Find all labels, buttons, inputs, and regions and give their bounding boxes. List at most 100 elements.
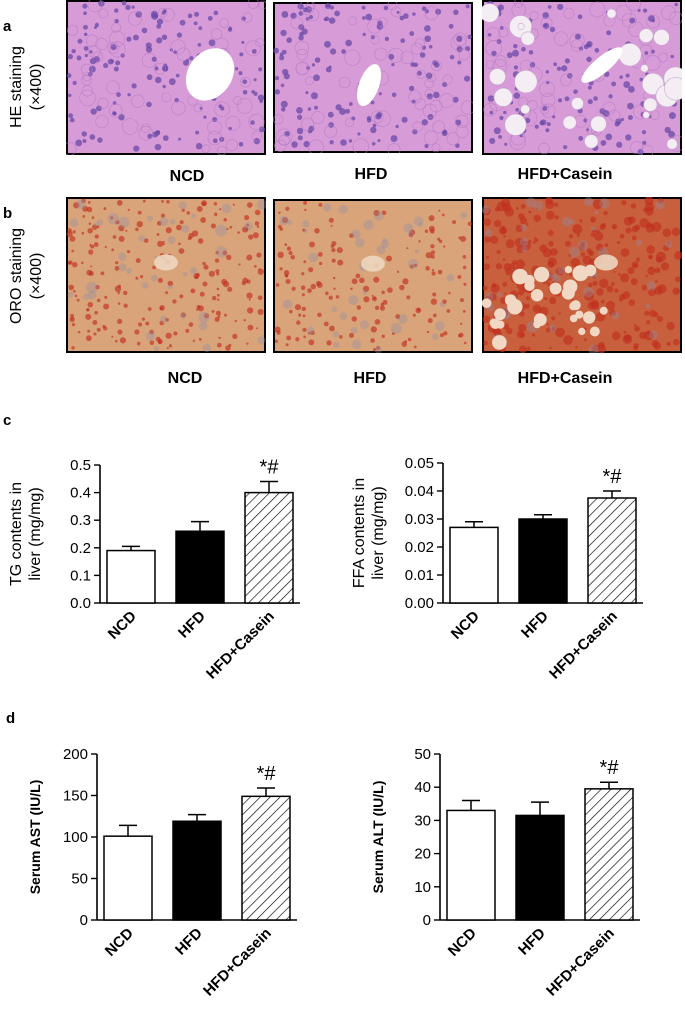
oro-nucleus xyxy=(118,263,127,272)
he-lipid-vacuole xyxy=(514,69,538,94)
he-cell-outline xyxy=(219,18,230,28)
bar-ncd xyxy=(446,809,496,921)
he-cell-outline xyxy=(207,130,223,146)
oro-lipid-droplet xyxy=(136,220,143,228)
he-cell-outline xyxy=(661,5,676,21)
oro-nucleus xyxy=(460,212,468,219)
he-nucleus xyxy=(145,46,153,53)
oro-lipid-droplet xyxy=(617,273,621,276)
oro-lipid-droplet xyxy=(525,223,529,226)
he-nucleus xyxy=(98,0,105,7)
he-cell-outline xyxy=(324,124,338,138)
he-cell-outline xyxy=(92,51,104,63)
he-nucleus xyxy=(428,45,433,49)
oro-nucleus xyxy=(439,301,446,308)
oro-lipid-droplet xyxy=(646,320,651,325)
he-nucleus xyxy=(366,116,372,121)
oro-lipid-droplet xyxy=(432,292,437,297)
oro-tissue-background xyxy=(66,197,266,353)
oro-lipid-droplet xyxy=(482,285,488,291)
oro-lipid-droplet xyxy=(137,210,142,215)
oro-nucleus xyxy=(374,346,383,353)
oro-lipid-droplet xyxy=(200,217,206,223)
oro-lipid-droplet xyxy=(356,305,362,310)
he-cell-outline xyxy=(108,30,126,47)
he-cell-outline xyxy=(98,8,109,19)
he-nucleus xyxy=(668,112,676,120)
oro-lipid-droplet xyxy=(149,329,154,335)
oro-lipid-droplet xyxy=(188,322,194,327)
he-cell-outline xyxy=(138,126,154,141)
significance-annotation: *# xyxy=(257,763,277,785)
oro-lipid-droplet xyxy=(592,280,598,286)
oro-lipid-droplet xyxy=(458,332,464,338)
oro-lipid-droplet xyxy=(625,227,632,234)
he-nucleus xyxy=(175,73,180,78)
he-cell-outline xyxy=(242,12,253,23)
he-nucleus xyxy=(419,52,426,58)
oro-lipid-droplet xyxy=(635,257,641,262)
oro-nucleus xyxy=(414,249,419,254)
he-nucleus xyxy=(286,37,292,43)
oro-lipid-droplet xyxy=(87,228,93,234)
oro-lipid-droplet xyxy=(555,267,565,276)
he-nucleus xyxy=(162,84,166,89)
he-cell-outline xyxy=(570,39,584,52)
oro-lipid-droplet xyxy=(159,320,164,326)
oro-lipid-droplet xyxy=(73,202,80,209)
he-central-vein xyxy=(185,48,235,101)
oro-lipid-droplet xyxy=(136,341,141,346)
he-lipid-vacuole xyxy=(638,28,654,43)
oro-nucleus xyxy=(339,312,348,320)
oro-lipid-droplet xyxy=(437,237,441,241)
oro-lipid-droplet xyxy=(328,295,333,300)
y-tick-label: 0.0 xyxy=(70,595,91,612)
oro-caption-ncd: NCD xyxy=(167,370,203,387)
oro-vessel xyxy=(361,255,385,272)
oro-nucleus xyxy=(107,213,119,225)
he-nucleus xyxy=(329,5,335,10)
he-cell-outline xyxy=(646,14,660,29)
he-nucleus xyxy=(625,73,630,78)
oro-lipid-droplet xyxy=(117,291,121,295)
he-nucleus xyxy=(125,4,131,11)
he-cell-outline xyxy=(640,144,654,155)
he-nucleus xyxy=(599,108,606,115)
he-nucleus xyxy=(251,49,257,54)
he-nucleus xyxy=(303,140,310,148)
oro-nucleus xyxy=(96,219,104,226)
oro-nucleus xyxy=(519,237,529,247)
he-nucleus xyxy=(274,89,281,95)
oro-lipid-droplet xyxy=(603,210,608,216)
he-nucleus xyxy=(324,16,330,22)
oro-lipid-droplet xyxy=(672,287,680,295)
he-nucleus xyxy=(600,140,607,146)
he-nucleus xyxy=(280,83,285,88)
oro-lipid-droplet xyxy=(645,223,655,233)
oro-lipid-droplet xyxy=(518,310,525,317)
oro-nucleus xyxy=(69,218,79,228)
oro-nucleus xyxy=(279,215,289,226)
he-cell-outline xyxy=(290,16,304,30)
oro-lipid-droplet xyxy=(442,299,447,305)
oro-lipid-droplet xyxy=(483,341,488,346)
oro-lipid-droplet xyxy=(591,229,595,233)
oro-lipid-droplet xyxy=(86,206,93,213)
oro-lipid-droplet xyxy=(332,276,336,280)
oro-lipid-droplet xyxy=(656,315,663,323)
he-lipid-vacuole xyxy=(642,111,650,119)
oro-lipid-droplet xyxy=(496,250,501,255)
he-caption-ncd: NCD xyxy=(169,168,205,185)
oro-lipid-droplet xyxy=(186,211,191,215)
oro-lipid-droplet xyxy=(91,216,95,220)
oro-lipid-droplet xyxy=(502,281,508,287)
oro-lipid-droplet xyxy=(644,206,654,216)
oro-lipid-droplet xyxy=(549,346,552,350)
he-cell-outline xyxy=(95,114,109,129)
oro-lipid-droplet xyxy=(81,261,84,265)
oro-lipid-droplet xyxy=(425,266,430,271)
oro-nucleus xyxy=(557,266,565,275)
he-nucleus xyxy=(424,143,429,149)
oro-lipid-droplet xyxy=(308,267,314,273)
he-nucleus xyxy=(297,3,304,10)
